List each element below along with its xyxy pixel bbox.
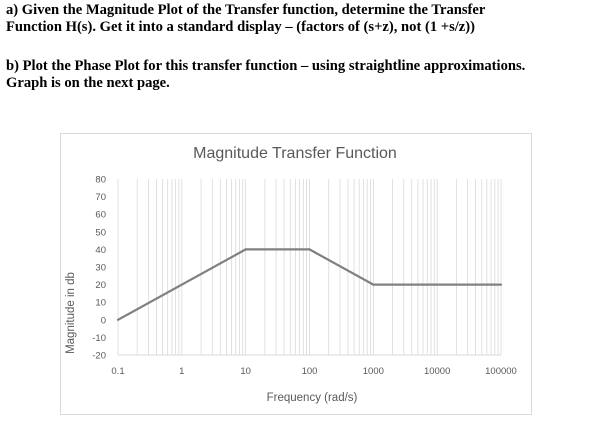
magnitude-chart: Magnitude Transfer Function Frequency (r… bbox=[65, 145, 517, 404]
x-tick-label: 1 bbox=[179, 366, 184, 377]
y-tick-label: 30 bbox=[95, 263, 106, 274]
series-point bbox=[372, 283, 375, 286]
grid-layer bbox=[117, 179, 502, 355]
y-tick-label: 70 bbox=[95, 192, 106, 203]
problem-part-b: b) Plot the Phase Plot for this transfer… bbox=[6, 58, 591, 92]
series-point bbox=[116, 318, 120, 321]
x-axis-label: Frequency (rad/s) bbox=[267, 392, 358, 404]
label-layer: Magnitude Transfer Function Frequency (r… bbox=[65, 145, 517, 404]
problem-part-a-line-1: a) Given the Magnitude Plot of the Trans… bbox=[6, 2, 486, 18]
x-tick-label: 10000 bbox=[424, 366, 450, 377]
problem-part-b-line-1: b) Plot the Phase Plot for this transfer… bbox=[6, 58, 526, 74]
problem-part-a-line-2: Function H(s). Get it into a standard di… bbox=[6, 19, 476, 35]
problem-part-b-line-2: Graph is on the next page. bbox=[6, 75, 170, 91]
y-tick-label: 0 bbox=[101, 315, 106, 326]
y-tick-label: 80 bbox=[95, 175, 106, 186]
y-tick-label: -20 bbox=[92, 351, 106, 362]
chart-title: Magnitude Transfer Function bbox=[193, 145, 397, 162]
chart-frame bbox=[60, 133, 532, 415]
series-point bbox=[499, 283, 503, 286]
y-tick-label: -10 bbox=[92, 333, 106, 344]
y-tick-label: 10 bbox=[95, 298, 106, 309]
y-axis-label: Magnitude in db bbox=[65, 272, 77, 354]
series-point bbox=[244, 248, 247, 251]
series-point bbox=[308, 248, 311, 251]
x-tick-label: 100 bbox=[302, 366, 318, 377]
y-tick-label: 50 bbox=[95, 227, 106, 238]
problem-part-a: a) Given the Magnitude Plot of the Trans… bbox=[6, 2, 591, 36]
x-tick-label: 0.1 bbox=[111, 366, 124, 377]
series-layer bbox=[116, 248, 503, 321]
y-tick-label: 40 bbox=[95, 245, 106, 256]
y-tick-label: 20 bbox=[95, 280, 106, 291]
x-tick-label: 1000 bbox=[363, 366, 384, 377]
x-tick-label: 10 bbox=[240, 366, 251, 377]
y-tick-label: 60 bbox=[95, 210, 106, 221]
x-tick-label: 100000 bbox=[485, 366, 517, 377]
